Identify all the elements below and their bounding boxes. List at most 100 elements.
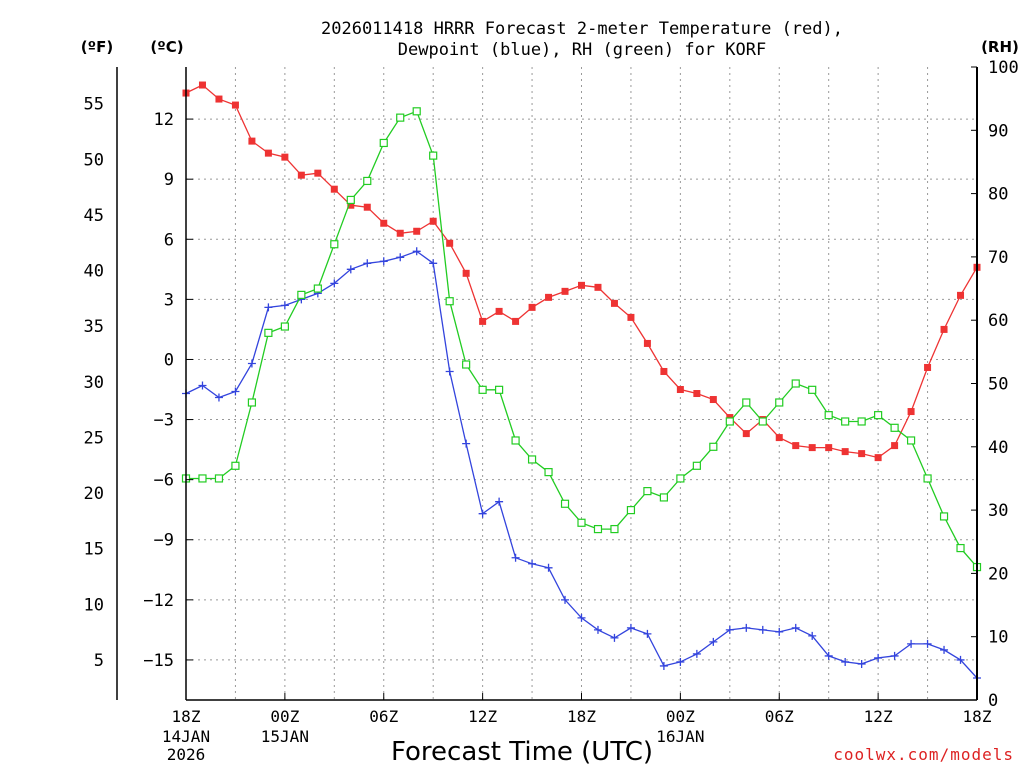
temperature-point — [907, 408, 915, 416]
dewpoint-point — [214, 393, 223, 402]
credit-text: coolwx.com/models — [833, 745, 1014, 764]
dewpoint-point — [198, 381, 207, 390]
dewpoint-point — [791, 623, 800, 632]
rh-point — [725, 417, 734, 426]
rh-point — [890, 423, 899, 432]
dewpoint-point — [231, 387, 240, 396]
rh-point — [956, 543, 965, 553]
dewpoint-point — [659, 661, 668, 670]
rh-tick-label: 90 — [988, 121, 1008, 141]
temperature-point — [578, 281, 585, 289]
rh-tick-label: 20 — [988, 564, 1008, 584]
rh-point — [758, 417, 767, 426]
rh-point — [429, 151, 438, 160]
dewpoint-point — [857, 659, 866, 668]
celsius-tick-label: 12 — [154, 110, 174, 130]
temperature-point — [396, 229, 404, 237]
rh-point — [280, 322, 289, 331]
fahrenheit-tick-label: 20 — [84, 484, 104, 504]
temperature-point — [281, 153, 289, 161]
dewpoint-point — [758, 625, 767, 634]
temperature-point — [528, 303, 536, 311]
rh-point — [412, 107, 421, 116]
dewpoint-point — [725, 625, 734, 634]
temperature-point — [446, 239, 454, 247]
rh-point — [939, 512, 949, 521]
temperature-point — [874, 454, 882, 462]
dewpoint-point — [742, 623, 751, 632]
dewpoint-point — [363, 259, 372, 268]
temperature-point — [347, 201, 355, 209]
dewpoint-point — [445, 367, 454, 376]
rh-point — [313, 284, 322, 293]
celsius-tick-label: −9 — [154, 531, 174, 551]
rh-point — [610, 524, 619, 534]
temperature-point — [297, 171, 305, 179]
fahrenheit-tick-label: 5 — [94, 651, 104, 671]
dewpoint-point — [676, 657, 685, 666]
temperature-point — [545, 293, 553, 301]
rh-point — [214, 474, 224, 483]
fahrenheit-tick-label: 10 — [84, 595, 104, 615]
dewpoint-point — [775, 627, 784, 636]
rh-point — [906, 436, 916, 445]
dewpoint-point — [643, 629, 652, 638]
celsius-tick-label: −3 — [154, 411, 174, 431]
fahrenheit-tick-label: 30 — [84, 373, 104, 393]
x-tick-label: 18Z — [963, 707, 992, 726]
dewpoint-point — [709, 637, 718, 646]
dewpoint-point — [247, 359, 256, 368]
series-layer — [181, 81, 982, 682]
temperature-point — [610, 299, 618, 307]
x-tick-sublabel: 2026 — [167, 745, 206, 764]
temperature-point — [825, 444, 833, 452]
celsius-tick-label: −15 — [143, 651, 174, 671]
temperature-point — [957, 291, 965, 299]
tick-labels: 129630−3−6−9−12−155550454035302520151051… — [84, 58, 1019, 764]
x-tick-label: 06Z — [765, 707, 794, 726]
temperature-point — [231, 101, 239, 109]
dewpoint-point — [593, 625, 602, 634]
rh-point — [330, 240, 339, 249]
x-tick-label: 18Z — [567, 707, 596, 726]
rh-point — [511, 436, 520, 445]
temperature-point — [940, 325, 948, 333]
rh-point — [923, 474, 932, 483]
dewpoint-point — [495, 497, 504, 506]
dewpoint-point — [264, 303, 273, 312]
x-tick-label: 00Z — [666, 707, 695, 726]
x-tick-sublabel: 14JAN — [162, 727, 210, 746]
fahrenheit-axis-label: (ºF) — [81, 38, 113, 56]
temperature-point — [215, 95, 223, 103]
dewpoint-point — [923, 639, 932, 648]
chart-title-line1: 2026011418 HRRR Forecast 2-meter Tempera… — [321, 19, 843, 39]
x-axis-title: Forecast Time (UTC) — [391, 737, 653, 767]
temperature-point — [693, 390, 701, 398]
dewpoint-point — [956, 655, 965, 664]
temperature-point — [561, 287, 569, 295]
temperature-point — [924, 363, 932, 371]
dewpoint-point — [412, 247, 421, 256]
dewpoint-point — [346, 265, 355, 274]
dewpoint-point — [396, 253, 405, 262]
celsius-tick-label: 6 — [164, 230, 174, 250]
temperature-point — [198, 81, 206, 89]
rh-point — [593, 524, 603, 534]
rh-tick-label: 0 — [988, 691, 998, 711]
celsius-tick-label: −6 — [154, 471, 174, 491]
fahrenheit-tick-label: 55 — [84, 95, 104, 115]
dewpoint-point — [907, 639, 916, 648]
x-tick-label: 12Z — [468, 707, 497, 726]
rh-point — [857, 417, 866, 426]
rh-point — [874, 411, 883, 420]
rh-point — [659, 493, 668, 502]
rh-axis-label: (RH) — [981, 38, 1019, 56]
rh-tick-label: 30 — [988, 501, 1008, 521]
fahrenheit-tick-label: 25 — [84, 428, 104, 448]
temperature-point — [792, 442, 800, 450]
temperature-point — [858, 450, 866, 458]
fahrenheit-tick-label: 35 — [84, 317, 104, 337]
temperature-point — [742, 430, 750, 438]
fahrenheit-tick-label: 50 — [84, 150, 104, 170]
x-tick-label: 12Z — [864, 707, 893, 726]
